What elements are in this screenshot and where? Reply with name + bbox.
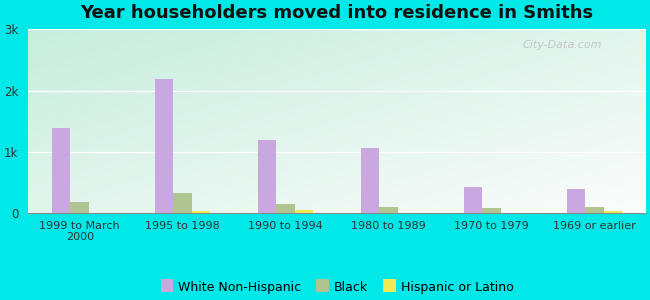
Text: City-Data.com: City-Data.com [523,40,602,50]
Bar [70,202,89,213]
Bar [192,211,211,213]
Title: Year householders moved into residence in Smiths: Year householders moved into residence i… [81,4,593,22]
Bar [361,148,379,213]
Bar [155,80,174,213]
Bar [52,128,70,213]
Bar [482,208,500,213]
Bar [585,207,604,213]
Bar [463,187,482,213]
Bar [295,210,313,213]
Bar [258,140,276,213]
Bar [174,193,192,213]
Bar [567,188,585,213]
Bar [379,208,398,213]
Bar [276,204,295,213]
Legend: White Non-Hispanic, Black, Hispanic or Latino: White Non-Hispanic, Black, Hispanic or L… [156,276,518,298]
Bar [604,211,622,213]
